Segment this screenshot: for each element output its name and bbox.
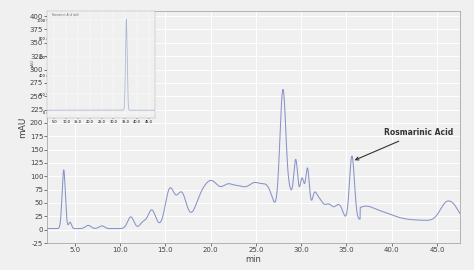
Text: Rosmarinic Acid: Rosmarinic Acid (356, 128, 453, 160)
Y-axis label: mAU: mAU (18, 116, 27, 138)
X-axis label: min: min (246, 255, 262, 264)
